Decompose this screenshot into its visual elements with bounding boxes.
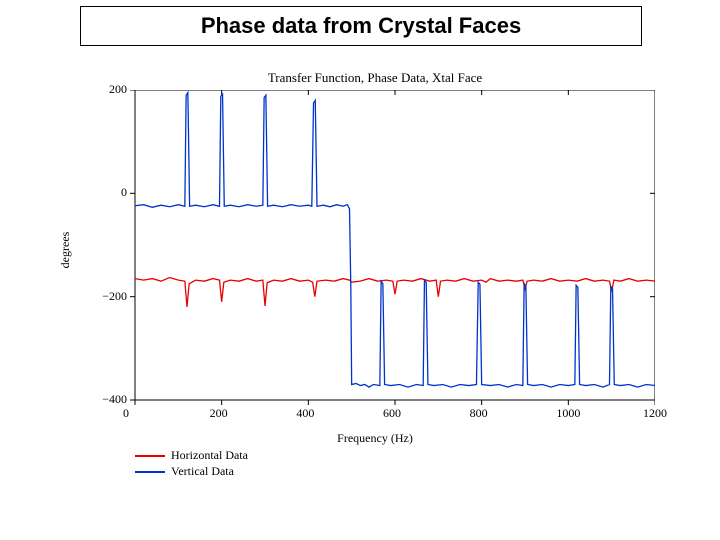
y-tick-label: −200: [102, 289, 127, 304]
legend-swatch-vertical: [135, 471, 165, 473]
x-tick-label: 600: [383, 406, 401, 421]
y-tick-label: −400: [102, 392, 127, 407]
plot-area: degrees −400−2000200 0200400600800100012…: [95, 90, 655, 410]
x-tick-label: 400: [296, 406, 314, 421]
page-title-box: Phase data from Crystal Faces: [80, 6, 642, 46]
chart-svg: [95, 90, 655, 410]
legend: Horizontal Data Vertical Data: [135, 447, 248, 480]
y-tick-label: 0: [121, 185, 127, 200]
x-tick-label: 800: [470, 406, 488, 421]
legend-swatch-horizontal: [135, 455, 165, 457]
x-tick-label: 1200: [643, 406, 667, 421]
chart-title: Transfer Function, Phase Data, Xtal Face: [95, 70, 655, 86]
legend-item: Vertical Data: [135, 464, 248, 479]
y-tick-label: 200: [109, 82, 127, 97]
y-axis-label: degrees: [58, 232, 73, 269]
x-tick-label: 200: [210, 406, 228, 421]
x-tick-label: 1000: [556, 406, 580, 421]
page-title: Phase data from Crystal Faces: [201, 13, 521, 38]
x-axis-label: Frequency (Hz): [337, 431, 413, 446]
x-tick-label: 0: [123, 406, 129, 421]
legend-label: Vertical Data: [171, 464, 234, 479]
legend-label: Horizontal Data: [171, 448, 248, 463]
chart-container: Transfer Function, Phase Data, Xtal Face…: [95, 70, 655, 470]
legend-item: Horizontal Data: [135, 448, 248, 463]
